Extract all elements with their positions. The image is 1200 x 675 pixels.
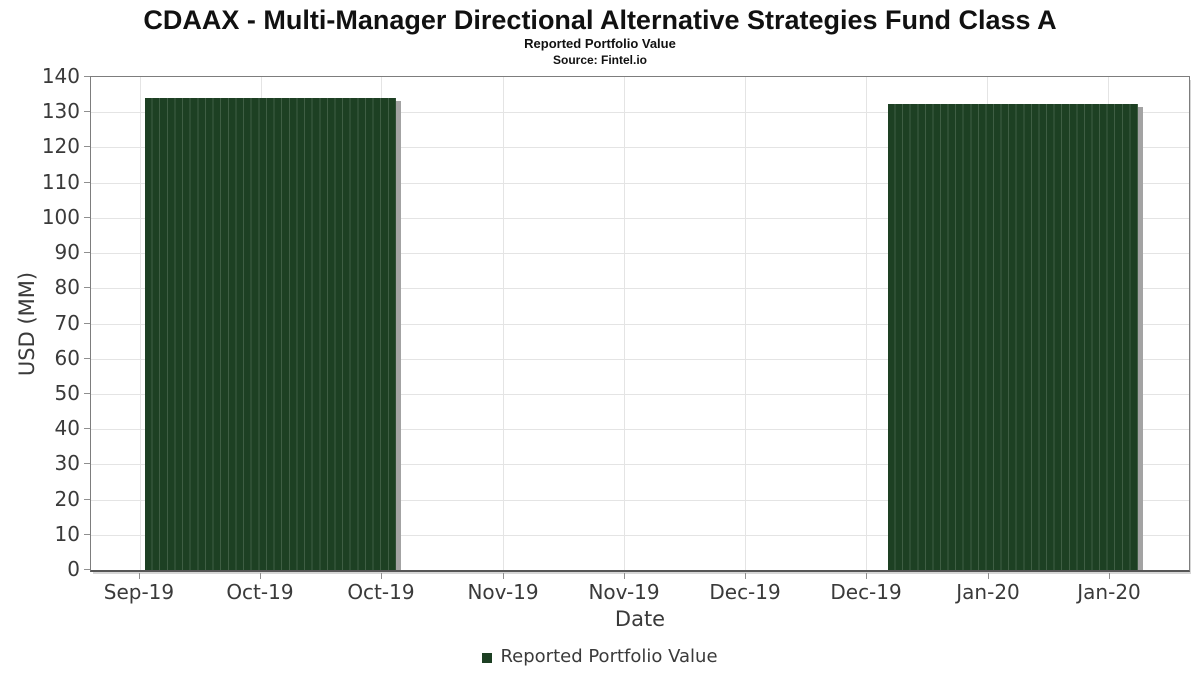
y-tick-mark (84, 498, 90, 500)
gridline-horizontal (91, 499, 1189, 501)
gridline-horizontal (91, 253, 1189, 255)
x-tick-label: Oct-19 (347, 580, 415, 604)
chart-source: Source: Fintel.io (552, 53, 647, 67)
gridline-horizontal (91, 182, 1189, 184)
bar-group-shadow (1137, 107, 1143, 570)
x-tick-label: Nov-19 (467, 580, 539, 604)
x-tick-mark (988, 573, 990, 579)
x-tick-mark (259, 573, 261, 579)
y-tick-label: 50 (54, 380, 80, 405)
y-tick-mark (84, 569, 90, 570)
y-tick-label: 70 (54, 310, 80, 335)
bar-group-shadow (396, 101, 402, 570)
bar-group (887, 104, 1143, 570)
y-tick-mark (84, 111, 90, 113)
gridline-horizontal (91, 534, 1189, 536)
gridline-vertical (139, 77, 141, 570)
gridline-horizontal (91, 112, 1189, 114)
y-tick-mark (84, 181, 90, 183)
y-tick-mark (84, 533, 90, 535)
gridline-vertical (744, 77, 746, 570)
gridline-vertical (503, 77, 505, 570)
y-tick-mark (84, 428, 90, 430)
y-tick-label: 0 (67, 557, 80, 581)
chart-title: CDAAX - Multi-Manager Directional Altern… (143, 5, 1057, 35)
gridline-horizontal (91, 217, 1189, 219)
x-tick-mark (503, 573, 505, 579)
chart-subtitle: Reported Portfolio Value (524, 36, 676, 51)
legend: Reported Portfolio Value (0, 646, 1200, 667)
y-tick-label: 120 (41, 134, 80, 159)
y-tick-mark (84, 322, 90, 324)
x-tick-label: Nov-19 (588, 580, 660, 604)
bar-group (144, 98, 402, 570)
x-tick-mark (1109, 573, 1111, 579)
legend-label: Reported Portfolio Value (500, 646, 718, 667)
x-tick-mark (745, 573, 747, 579)
plot-area (90, 76, 1190, 572)
y-tick-label: 130 (41, 99, 80, 124)
gridline-horizontal (91, 429, 1189, 431)
x-tick-label: Dec-19 (830, 580, 902, 604)
y-tick-label: 10 (54, 521, 80, 546)
y-tick-mark (84, 357, 90, 359)
y-tick-label: 60 (54, 345, 80, 370)
x-tick-label: Jan-20 (1077, 580, 1141, 604)
y-tick-label: 80 (54, 275, 80, 300)
y-tick-mark (84, 392, 90, 394)
y-tick-mark (84, 76, 90, 77)
x-tick-mark (380, 573, 382, 579)
gridline-horizontal (91, 147, 1189, 149)
gridline-vertical (865, 77, 867, 570)
gridline-horizontal (91, 288, 1189, 290)
legend-marker-icon (482, 652, 493, 663)
y-tick-mark (84, 216, 90, 218)
x-tick-label: Sep-19 (103, 580, 175, 604)
y-tick-label: 90 (54, 240, 80, 265)
y-tick-label: 100 (41, 204, 80, 229)
y-tick-label: 40 (54, 416, 80, 441)
y-tick-mark (84, 252, 90, 254)
x-tick-label: Dec-19 (709, 580, 781, 604)
gridline-horizontal (91, 358, 1189, 360)
gridline-horizontal (91, 393, 1189, 395)
x-axis-label: Date (614, 607, 666, 631)
x-tick-label: Oct-19 (226, 580, 294, 604)
gridline-horizontal (91, 323, 1189, 325)
y-tick-label: 20 (54, 486, 80, 511)
x-tick-mark (138, 573, 140, 579)
gridline-horizontal (91, 464, 1189, 466)
gridline-vertical (624, 77, 626, 570)
y-tick-label: 110 (41, 169, 80, 194)
y-tick-mark (84, 463, 90, 465)
x-tick-mark (866, 573, 868, 579)
y-tick-label: 30 (54, 451, 80, 476)
y-tick-mark (84, 287, 90, 289)
x-tick-label: Jan-20 (956, 580, 1020, 604)
y-tick-label: 140 (41, 64, 80, 88)
y-tick-mark (84, 146, 90, 148)
x-tick-mark (624, 573, 626, 579)
